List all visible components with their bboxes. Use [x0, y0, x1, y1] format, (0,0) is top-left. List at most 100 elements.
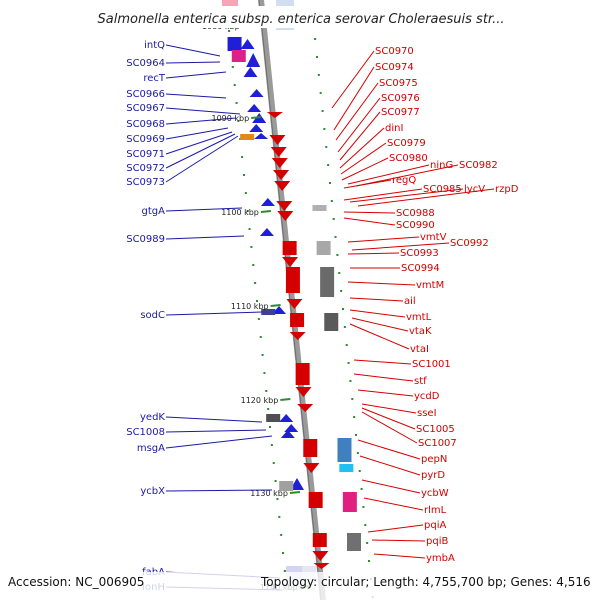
right-leader-line [349, 188, 464, 203]
left-leader-line [165, 131, 233, 155]
left-gene-label: msgA [137, 443, 165, 454]
right-leader-line [357, 439, 421, 460]
left-gene-label: SC0973 [126, 177, 165, 188]
right-gene-block [346, 533, 361, 551]
guide-dot [246, 210, 249, 212]
right-leader-line [335, 82, 379, 141]
guide-dot [269, 426, 272, 428]
left-gene-label: SC0972 [126, 163, 165, 174]
right-gene-block [290, 313, 305, 327]
left-leader-line [165, 44, 221, 57]
right-gene-label: ail [404, 296, 416, 307]
right-gene-arrow [282, 257, 299, 267]
guide-dot [328, 182, 331, 184]
right-gene-block [285, 267, 300, 293]
left-leader-line [165, 311, 263, 316]
right-gene-label: vtaI [410, 344, 429, 355]
right-leader-line [361, 407, 416, 430]
left-gene-arrow [254, 133, 269, 139]
right-gene-label: SC0976 [381, 93, 420, 104]
right-leader-line [339, 111, 381, 161]
guide-dot [345, 344, 348, 346]
left-leader-line [165, 107, 241, 115]
tick-label: 1100 kbp [221, 208, 259, 217]
guide-dot [283, 570, 286, 572]
guide-dot [319, 92, 322, 94]
topology-text: Topology: circular; Length: 4,755,700 bp… [260, 575, 591, 589]
tick-label: 1130 kbp [250, 489, 288, 498]
right-gene-label: SC0985 [423, 184, 462, 195]
guide-dot [332, 218, 335, 220]
guide-dot [327, 164, 330, 166]
guide-dot [228, 30, 231, 32]
right-gene-label: SC0977 [381, 107, 420, 118]
guide-dot [237, 120, 240, 122]
right-gene-label: vmtM [416, 280, 444, 291]
guide-dot [274, 480, 277, 482]
guide-dot [323, 128, 326, 130]
right-gene-label: SC0975 [379, 78, 418, 89]
right-gene-block [337, 438, 352, 462]
right-leader-line [355, 164, 459, 187]
guide-dot [282, 552, 285, 554]
left-gene-label: SC0966 [126, 89, 165, 100]
guide-dot [360, 488, 363, 490]
right-leader-line [333, 66, 375, 131]
guide-dot [265, 390, 268, 392]
left-gene-arrow [280, 430, 295, 438]
right-gene-block [312, 533, 327, 547]
right-gene-label: lycV [464, 184, 485, 195]
left-leader-line [165, 435, 273, 449]
left-gene-block [227, 37, 242, 51]
right-gene-label: SC0980 [389, 153, 428, 164]
right-gene-arrow [286, 299, 303, 309]
right-leader-line [361, 479, 421, 494]
guide-dot [338, 272, 341, 274]
right-leader-line [351, 242, 450, 251]
left-gene-label: SC0969 [126, 134, 165, 145]
faded-gene-block [222, 0, 238, 8]
guide-dot [261, 354, 264, 356]
right-gene-label: regQ [392, 175, 416, 186]
left-leader-line [165, 416, 263, 423]
guide-dot [330, 200, 333, 202]
right-gene-label: pqiA [424, 520, 446, 531]
left-gene-label: ycbX [140, 486, 165, 497]
right-gene-label: SC1007 [418, 438, 457, 449]
left-gene-arrow [284, 424, 299, 432]
left-gene-arrow [289, 478, 304, 490]
guide-dot [280, 534, 283, 536]
left-gene-arrow [243, 67, 258, 77]
right-gene-arrow [273, 170, 290, 180]
right-gene-label: SC0990 [396, 220, 435, 231]
right-gene-arrow [289, 332, 306, 340]
right-leader-line [357, 389, 414, 397]
right-gene-label: SC0979 [387, 138, 426, 149]
left-gene-label: gtgA [142, 206, 166, 217]
guide-dot [314, 38, 317, 40]
guide-dot [235, 102, 238, 104]
right-gene-label: SC0993 [400, 248, 439, 259]
left-gene-arrow [246, 53, 261, 67]
left-leader-line [165, 207, 243, 212]
right-gene-arrow [277, 211, 294, 221]
left-gene-label: SC0967 [126, 103, 165, 114]
guide-dot [317, 74, 320, 76]
right-leader-line [371, 539, 426, 542]
guide-dot [252, 264, 255, 266]
left-gene-block [231, 50, 246, 62]
right-gene-block [295, 363, 310, 385]
guide-dot [353, 416, 356, 418]
tick-label: 1120 kbp [241, 396, 279, 405]
left-gene-label: intQ [144, 40, 165, 51]
guide-dot [347, 362, 350, 364]
guide-dot [366, 542, 369, 544]
right-leader-line [359, 455, 421, 476]
right-gene-arrow [266, 112, 283, 118]
right-gene-arrow [269, 135, 286, 145]
left-gene-block [266, 414, 281, 422]
left-leader-line [165, 93, 227, 99]
right-gene-block [308, 492, 323, 508]
guide-dot [233, 84, 236, 86]
left-gene-arrow [240, 39, 255, 49]
